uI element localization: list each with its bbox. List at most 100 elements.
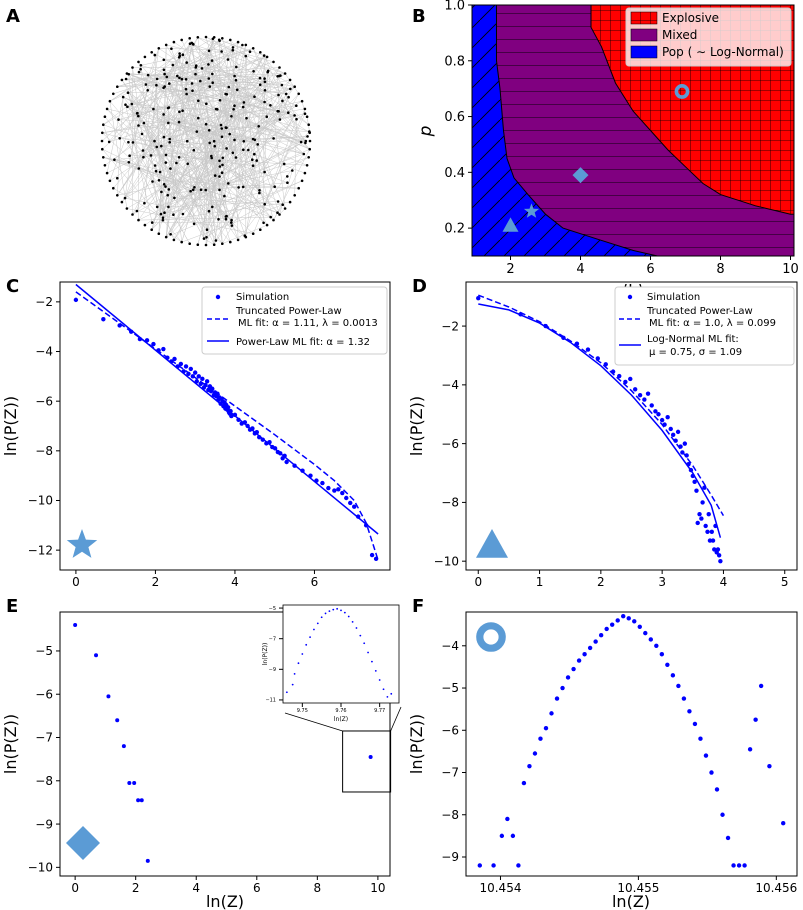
simulation-point <box>510 833 516 839</box>
inset-point <box>313 628 315 631</box>
network-node <box>205 236 208 239</box>
network-edge <box>113 41 239 189</box>
network-edge <box>222 94 228 165</box>
network-edge <box>205 124 280 215</box>
panel-e-inset: 9.75 9.76 9.77 −11 −9 −7 −5 ln(Z) ln(P(Z)) <box>262 604 402 732</box>
network-edge <box>156 85 274 221</box>
network-node <box>247 148 250 152</box>
panel-c-xtick-label: 6 <box>311 575 319 589</box>
panel-f-plot <box>476 614 786 868</box>
inset-point <box>378 679 381 681</box>
simulation-point <box>565 675 571 680</box>
network-node <box>192 222 196 226</box>
network-node <box>241 43 244 47</box>
simulation-point <box>144 338 150 343</box>
inset-point <box>359 634 362 637</box>
panel-letter-e: E <box>6 596 18 617</box>
simulation-point <box>532 751 538 756</box>
network-node <box>279 74 282 77</box>
network-node <box>300 179 304 183</box>
network-edge <box>109 41 239 102</box>
panel-c-chart: 0 2 4 6 −12 −10 −8 −6 −4 −2 ln(P(Z)) Simulation T… <box>1 281 391 589</box>
network-node <box>221 242 224 245</box>
network-node <box>218 159 221 163</box>
network-node <box>263 170 266 174</box>
network-node <box>214 239 218 242</box>
network-node <box>153 53 157 57</box>
network-node <box>286 175 289 178</box>
network-edge <box>205 157 309 191</box>
network-edge <box>252 48 265 79</box>
network-edge <box>205 183 229 246</box>
panel-d-xtick-label: 0 <box>474 575 482 589</box>
network-node <box>103 115 107 118</box>
network-edge <box>138 80 237 221</box>
network-edge <box>132 144 258 215</box>
panel-e-xtick-label: 6 <box>253 881 261 895</box>
network-node <box>150 221 154 224</box>
simulation-point <box>632 619 637 624</box>
network-node <box>126 91 130 94</box>
inset-point <box>297 662 300 665</box>
network-node <box>218 175 221 178</box>
panel-letters: A B C D E F <box>6 6 427 617</box>
panel-d-ytick-label: −10 <box>434 554 459 568</box>
panel-c-xtick-label: 2 <box>152 575 160 589</box>
panel-d-xtick-label: 2 <box>597 575 605 589</box>
network-edge <box>258 126 260 194</box>
network-edge <box>158 189 170 234</box>
panel-f-ytick-label: −5 <box>441 681 459 695</box>
network-node <box>233 138 236 142</box>
simulation-point <box>203 382 208 388</box>
simulation-point <box>106 694 111 699</box>
inset-point <box>386 695 389 698</box>
panel-e-ytick-label: −6 <box>35 687 53 701</box>
network-node <box>136 111 139 115</box>
network-node <box>258 191 261 195</box>
simulation-point <box>242 420 248 425</box>
network-edge <box>162 111 180 221</box>
panel-b-ytick-label: 1.0 <box>444 0 465 14</box>
panel-e-xtick-label: 8 <box>314 881 322 895</box>
panel-a-network <box>100 35 312 247</box>
network-edge <box>252 138 286 209</box>
inset-point <box>305 643 308 646</box>
panel-c-legend-pl: Power-Law ML fit: α = 1.32 <box>236 337 370 348</box>
inset-point <box>332 608 335 611</box>
network-node <box>291 169 294 172</box>
simulation-point <box>687 709 692 714</box>
network-edge <box>106 108 208 230</box>
inset-xtick-label: 9.75 <box>297 708 308 714</box>
inset-point <box>336 607 339 610</box>
panel-d-legend: Simulation Truncated Power-Law ML fit: α… <box>614 286 795 366</box>
network-node <box>263 100 266 104</box>
network-node <box>175 161 178 165</box>
panel-e-ylabel: ln(P(Z)) <box>1 714 20 774</box>
panel-c-ytick-label: −4 <box>35 345 53 359</box>
network-node <box>139 67 142 71</box>
network-edge <box>142 150 233 226</box>
simulation-point <box>340 490 345 496</box>
simulation-point <box>254 430 260 435</box>
panel-f-ylabel: ln(P(Z)) <box>407 714 426 774</box>
simulation-point <box>250 426 255 431</box>
simulation-point <box>549 711 554 716</box>
panel-b-phase-diagram: 2 4 6 8 10 0.2 0.4 0.6 0.8 1.0 Explosive Mixed Po… <box>416 0 799 302</box>
network-node <box>169 167 172 170</box>
panel-b-xtick-label: 4 <box>576 262 584 277</box>
network-edge <box>264 113 306 205</box>
network-node <box>112 186 115 190</box>
network-edge <box>164 73 210 87</box>
panel-e-ytick-label: −10 <box>28 861 53 875</box>
network-node <box>221 163 224 167</box>
network-node <box>155 83 158 87</box>
network-node <box>177 156 181 159</box>
network-node <box>288 78 292 82</box>
panel-d-legend-ln: Log-Normal ML fit: <box>647 334 739 345</box>
network-node <box>278 118 282 121</box>
network-node <box>218 165 222 168</box>
simulation-point <box>192 370 198 375</box>
network-edge <box>212 73 265 103</box>
simulation-point <box>491 863 496 868</box>
network-node <box>137 60 140 64</box>
